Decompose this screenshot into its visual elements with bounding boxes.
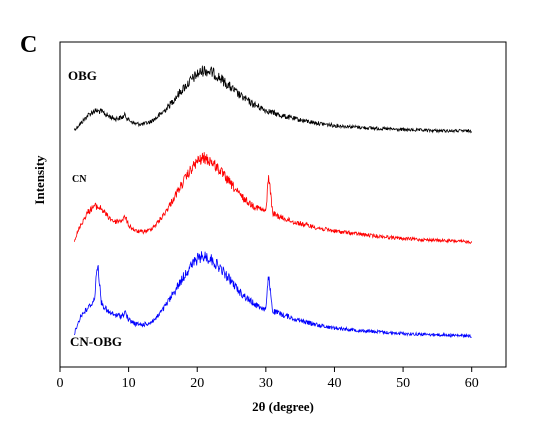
series-label-obg: OBG [68,68,97,83]
x-tick-label-30: 30 [259,376,273,391]
x-tick-label-50: 50 [396,376,410,391]
series-line-obg [74,65,473,134]
series-label-cn: CN [72,174,87,185]
x-axis-ticks: 0 10 20 30 40 50 60 [57,367,479,391]
x-tick-label-10: 10 [122,376,136,391]
panel-label: C [20,32,37,58]
series-line-cn-obg [74,251,472,339]
plot-frame [59,41,507,368]
curves [74,65,473,339]
x-axis-title: 2θ (degree) [252,399,314,414]
x-tick-label-40: 40 [327,376,341,391]
x-tick-label-60: 60 [465,376,479,391]
x-tick-label-0: 0 [57,376,64,391]
series-line-cn [74,152,473,245]
series-label-cn-obg: CN-OBG [70,334,122,349]
y-axis-title: Intensity [32,155,47,205]
x-tick-label-20: 20 [190,376,204,391]
series-labels: OBG CN CN-OBG [68,68,122,349]
